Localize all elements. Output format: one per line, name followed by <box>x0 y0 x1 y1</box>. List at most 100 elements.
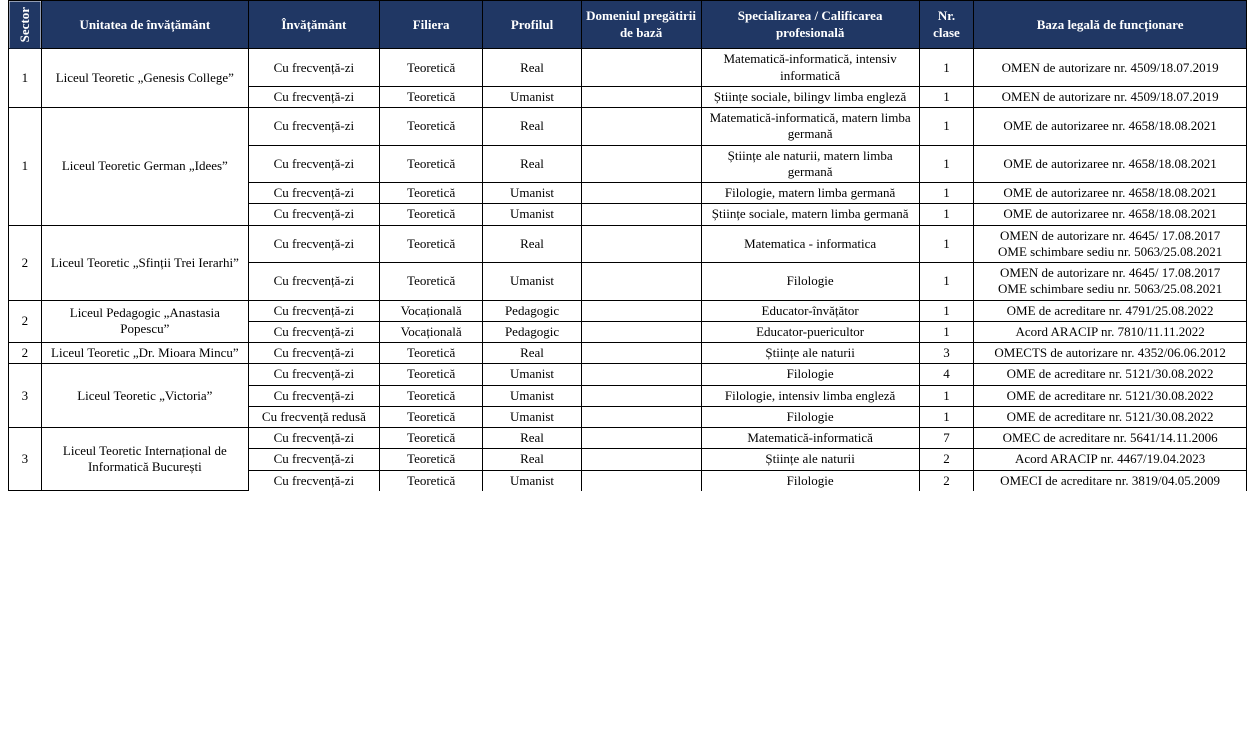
cell-filiera: Teoretică <box>379 108 483 146</box>
cell-domeniul <box>581 204 701 225</box>
cell-profilul: Umanist <box>483 204 581 225</box>
table-row: 2Liceul Teoretic „Dr. Mioara Mincu”Cu fr… <box>9 343 1247 364</box>
cell-profilul: Real <box>483 49 581 87</box>
cell-invatamant: Cu frecvență-zi <box>248 108 379 146</box>
cell-nr_clase: 1 <box>919 86 974 107</box>
cell-unitate: Liceul Teoretic „Dr. Mioara Mincu” <box>41 343 248 364</box>
cell-profilul: Pedagogic <box>483 321 581 342</box>
cell-sector: 2 <box>9 300 42 343</box>
cell-sector: 1 <box>9 49 42 108</box>
cell-domeniul <box>581 300 701 321</box>
cell-filiera: Teoretică <box>379 49 483 87</box>
cell-specializarea: Științe sociale, matern limba germană <box>701 204 919 225</box>
cell-filiera: Vocațională <box>379 321 483 342</box>
cell-unitate: Liceul Pedagogic „Anastasia Popescu” <box>41 300 248 343</box>
col-unitate: Unitatea de învățământ <box>41 1 248 49</box>
cell-specializarea: Științe ale naturii <box>701 343 919 364</box>
school-data-table: Sector Unitatea de învățământ Învățământ… <box>8 0 1247 491</box>
cell-nr_clase: 1 <box>919 49 974 87</box>
cell-nr_clase: 2 <box>919 449 974 470</box>
cell-sector: 1 <box>9 108 42 226</box>
col-specializarea: Specializarea / Calificarea profesională <box>701 1 919 49</box>
cell-unitate: Liceul Teoretic „Victoria” <box>41 364 248 428</box>
cell-unitate: Liceul Teoretic German „Idees” <box>41 108 248 226</box>
cell-specializarea: Științe sociale, bilingv limba engleză <box>701 86 919 107</box>
cell-baza: OME de autorizaree nr. 4658/18.08.2021 <box>974 204 1247 225</box>
cell-nr_clase: 1 <box>919 108 974 146</box>
cell-invatamant: Cu frecvență-zi <box>248 263 379 301</box>
cell-baza: OME de autorizaree nr. 4658/18.08.2021 <box>974 183 1247 204</box>
cell-domeniul <box>581 321 701 342</box>
cell-baza: OMEN de autorizare nr. 4509/18.07.2019 <box>974 86 1247 107</box>
cell-invatamant: Cu frecvență redusă <box>248 406 379 427</box>
cell-filiera: Teoretică <box>379 470 483 491</box>
cell-sector: 3 <box>9 364 42 428</box>
col-sector: Sector <box>9 1 42 49</box>
table-row: 1Liceul Teoretic „Genesis College”Cu fre… <box>9 49 1247 87</box>
cell-profilul: Umanist <box>483 86 581 107</box>
cell-profilul: Real <box>483 449 581 470</box>
table-row: 3Liceul Teoretic „Victoria”Cu frecvență-… <box>9 364 1247 385</box>
col-nr-clase: Nr. clase <box>919 1 974 49</box>
cell-specializarea: Filologie <box>701 263 919 301</box>
col-filiera: Filiera <box>379 1 483 49</box>
cell-nr_clase: 2 <box>919 470 974 491</box>
cell-baza: OME de autorizaree nr. 4658/18.08.2021 <box>974 145 1247 183</box>
cell-specializarea: Filologie <box>701 364 919 385</box>
cell-filiera: Teoretică <box>379 204 483 225</box>
cell-profilul: Umanist <box>483 183 581 204</box>
cell-filiera: Teoretică <box>379 183 483 204</box>
cell-invatamant: Cu frecvență-zi <box>248 385 379 406</box>
cell-baza: OMEN de autorizare nr. 4509/18.07.2019 <box>974 49 1247 87</box>
cell-invatamant: Cu frecvență-zi <box>248 428 379 449</box>
cell-specializarea: Matematică-informatică <box>701 428 919 449</box>
cell-filiera: Teoretică <box>379 406 483 427</box>
cell-profilul: Real <box>483 428 581 449</box>
cell-specializarea: Științe ale naturii <box>701 449 919 470</box>
cell-filiera: Teoretică <box>379 263 483 301</box>
cell-invatamant: Cu frecvență-zi <box>248 183 379 204</box>
cell-profilul: Real <box>483 225 581 263</box>
cell-invatamant: Cu frecvență-zi <box>248 86 379 107</box>
cell-specializarea: Științe ale naturii, matern limba german… <box>701 145 919 183</box>
cell-invatamant: Cu frecvență-zi <box>248 321 379 342</box>
cell-filiera: Teoretică <box>379 364 483 385</box>
cell-domeniul <box>581 343 701 364</box>
cell-specializarea: Filologie, matern limba germană <box>701 183 919 204</box>
cell-profilul: Real <box>483 343 581 364</box>
col-invatamant: Învățământ <box>248 1 379 49</box>
cell-baza: OME de acreditare nr. 4791/25.08.2022 <box>974 300 1247 321</box>
cell-invatamant: Cu frecvență-zi <box>248 470 379 491</box>
cell-invatamant: Cu frecvență-zi <box>248 225 379 263</box>
cell-filiera: Teoretică <box>379 145 483 183</box>
cell-sector: 2 <box>9 225 42 300</box>
cell-unitate: Liceul Teoretic Internațional de Informa… <box>41 428 248 491</box>
cell-filiera: Teoretică <box>379 449 483 470</box>
cell-domeniul <box>581 385 701 406</box>
cell-profilul: Umanist <box>483 364 581 385</box>
col-domeniul: Domeniul pregătirii de bază <box>581 1 701 49</box>
cell-baza: Acord ARACIP nr. 4467/19.04.2023 <box>974 449 1247 470</box>
cell-profilul: Umanist <box>483 385 581 406</box>
cell-domeniul <box>581 145 701 183</box>
cell-specializarea: Educator-învățător <box>701 300 919 321</box>
cell-nr_clase: 1 <box>919 385 974 406</box>
table-row: 1Liceul Teoretic German „Idees”Cu frecve… <box>9 108 1247 146</box>
cell-sector: 3 <box>9 428 42 491</box>
cell-nr_clase: 1 <box>919 406 974 427</box>
table-row: 2Liceul Pedagogic „Anastasia Popescu”Cu … <box>9 300 1247 321</box>
table-header: Sector Unitatea de învățământ Învățământ… <box>9 1 1247 49</box>
cell-domeniul <box>581 263 701 301</box>
cell-nr_clase: 1 <box>919 145 974 183</box>
cell-baza: OME de acreditare nr. 5121/30.08.2022 <box>974 385 1247 406</box>
cell-invatamant: Cu frecvență-zi <box>248 449 379 470</box>
cell-domeniul <box>581 86 701 107</box>
cell-filiera: Teoretică <box>379 225 483 263</box>
cell-invatamant: Cu frecvență-zi <box>248 145 379 183</box>
cell-profilul: Umanist <box>483 470 581 491</box>
cell-nr_clase: 1 <box>919 321 974 342</box>
cell-specializarea: Matematică-informatică, matern limba ger… <box>701 108 919 146</box>
cell-specializarea: Matematica - informatica <box>701 225 919 263</box>
col-profilul: Profilul <box>483 1 581 49</box>
cell-domeniul <box>581 364 701 385</box>
